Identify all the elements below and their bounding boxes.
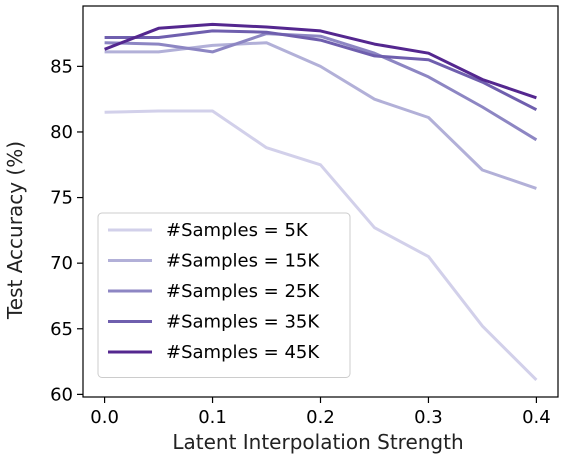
series-layer bbox=[104, 22, 538, 381]
x-tick-label: 0.1 bbox=[198, 407, 227, 428]
x-tick-label: 0.3 bbox=[414, 407, 443, 428]
x-axis-label: Latent Interpolation Strength bbox=[172, 430, 463, 454]
series-line-1 bbox=[104, 109, 538, 381]
legend-label-5: #Samples = 45K bbox=[166, 342, 320, 363]
legend-label-2: #Samples = 15K bbox=[166, 251, 320, 272]
y-tick-label: 60 bbox=[50, 384, 73, 405]
series-line-3 bbox=[104, 32, 538, 142]
x-tick-label: 0.0 bbox=[90, 407, 119, 428]
series-line-4 bbox=[104, 29, 538, 112]
legend-label-1: #Samples = 5K bbox=[166, 220, 309, 241]
legend: #Samples = 5K #Samples = 15K #Samples = 25… bbox=[97, 212, 351, 378]
y-tick-label: 80 bbox=[50, 122, 73, 143]
legend-label-4: #Samples = 35K bbox=[166, 312, 320, 333]
legend-box bbox=[97, 212, 351, 378]
axes: 0.0 0.1 0.2 0.3 0.4 60 65 70 75 80 85 bbox=[50, 56, 551, 428]
y-axis-label: Test Accuracy (%) bbox=[3, 141, 27, 320]
x-tick-label: 0.2 bbox=[306, 407, 335, 428]
x-tick-label: 0.4 bbox=[522, 407, 551, 428]
y-tick-label: 85 bbox=[50, 56, 73, 77]
y-tick-label: 70 bbox=[50, 253, 73, 274]
legend-label-3: #Samples = 25K bbox=[166, 281, 320, 302]
series-line-2 bbox=[104, 41, 537, 190]
series-line-5 bbox=[104, 22, 537, 100]
y-tick-label: 65 bbox=[50, 319, 73, 340]
y-tick-label: 75 bbox=[50, 188, 73, 209]
